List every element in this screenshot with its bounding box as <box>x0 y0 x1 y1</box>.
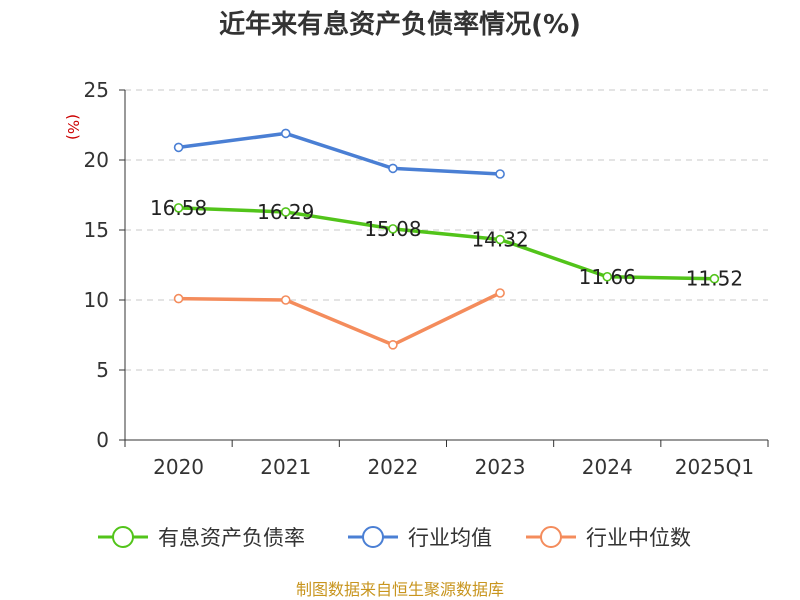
data-label-2025Q1: 11.52 <box>686 267 743 291</box>
legend-label-2: 行业中位数 <box>586 526 691 550</box>
point-s1-2021 <box>280 128 291 139</box>
x-tick-label-2024: 2024 <box>582 455 633 479</box>
y-tick-label-5: 5 <box>96 358 109 382</box>
grid <box>125 89 768 371</box>
legend-label-1: 行业均值 <box>408 526 492 550</box>
point-s0-2022 <box>388 224 398 234</box>
y-tick-label-25: 25 <box>84 78 109 102</box>
series-line-2 <box>178 291 501 347</box>
axes: 0 5 10 15 20 25 2020 2021 2022 2023 2024 2025Q1 <box>84 78 769 479</box>
legend-marker-2 <box>540 526 562 548</box>
point-s1-2022 <box>388 163 398 174</box>
point-s2-2023 <box>495 288 505 298</box>
y-tick-label-10: 10 <box>84 288 109 312</box>
data-label-2021: 16.29 <box>257 200 314 224</box>
series-group <box>173 128 720 350</box>
point-s0-2025Q1 <box>709 273 720 284</box>
point-s1-2020 <box>173 142 184 153</box>
x-tick-label-2022: 2022 <box>367 455 418 479</box>
data-label-2023: 14.32 <box>471 228 528 252</box>
source-note: 制图数据来自恒生聚源数据库 <box>296 580 504 599</box>
series-line-1 <box>178 131 501 176</box>
legend-marker-1 <box>362 526 384 548</box>
series-line-0 <box>178 206 715 281</box>
x-tick-label-2021: 2021 <box>260 455 311 479</box>
legend-marker-0 <box>112 526 134 548</box>
point-s0-2024 <box>602 271 613 282</box>
legend-label-0: 有息资产负债率 <box>158 526 305 550</box>
y-tick-label-20: 20 <box>84 148 109 172</box>
point-s2-2020 <box>173 293 184 304</box>
point-s0-2023 <box>495 234 505 245</box>
point-s0-2021 <box>280 207 291 217</box>
data-label-2020: 16.58 <box>150 196 207 220</box>
data-label-2024: 11.66 <box>579 265 636 289</box>
y-tick-label-15: 15 <box>84 218 109 242</box>
y-axis-label: (%) <box>64 114 82 140</box>
x-tick-label-2025Q1: 2025Q1 <box>675 455 754 479</box>
point-s2-2022 <box>388 339 398 350</box>
data-labels: 16.58 16.29 15.08 14.32 11.66 11.52 <box>150 196 743 291</box>
chart-title: 近年来有息资产负债率情况(%) <box>219 9 581 40</box>
point-s0-2020 <box>173 203 184 213</box>
x-tick-label-2020: 2020 <box>153 455 204 479</box>
data-label-2022: 15.08 <box>364 217 421 241</box>
y-tick-label-0: 0 <box>96 428 109 452</box>
point-s1-2023 <box>495 169 505 179</box>
legend: 有息资产负债率 行业均值 行业中位数 <box>98 526 691 550</box>
point-s2-2021 <box>280 295 291 305</box>
x-tick-label-2023: 2023 <box>475 455 526 479</box>
